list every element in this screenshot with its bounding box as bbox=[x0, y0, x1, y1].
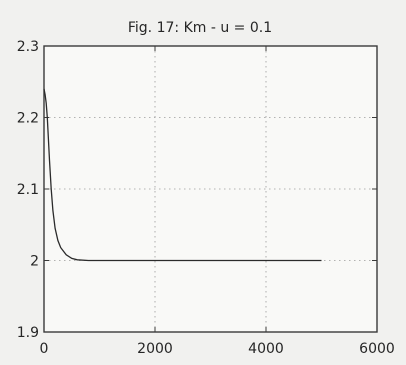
x-tick-label-2: 4000 bbox=[248, 341, 284, 357]
series-line-0 bbox=[43, 88, 322, 262]
chart-title: Fig. 17: Km - u = 0.1 bbox=[128, 20, 272, 36]
x-axis-tick-labels: 0 2000 4000 6000 bbox=[40, 341, 395, 357]
y-tick-label-3: 2.2 bbox=[17, 111, 39, 127]
y-tick-label-2: 2.1 bbox=[17, 182, 39, 198]
y-tick-label-4: 2.3 bbox=[17, 39, 39, 55]
y-axis-tick-labels: 1.9 2 2.1 2.2 2.3 bbox=[17, 39, 39, 341]
series-group bbox=[43, 88, 322, 262]
y-tick-label-0: 1.9 bbox=[17, 325, 39, 341]
x-tick-label-3: 6000 bbox=[359, 341, 395, 357]
tick-marks bbox=[43, 45, 378, 333]
y-tick-label-1: 2 bbox=[30, 254, 39, 270]
x-tick-label-1: 2000 bbox=[137, 341, 173, 357]
x-tick-label-0: 0 bbox=[40, 341, 49, 357]
